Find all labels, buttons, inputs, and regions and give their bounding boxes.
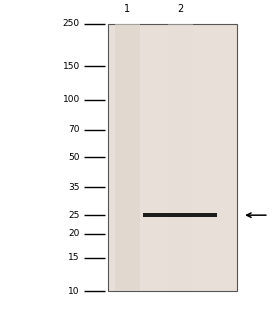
Text: 150: 150 [62, 62, 80, 71]
Text: 50: 50 [68, 153, 80, 162]
Text: 250: 250 [63, 19, 80, 28]
Text: 15: 15 [68, 253, 80, 262]
Text: 25: 25 [68, 211, 80, 220]
Text: 100: 100 [62, 95, 80, 104]
Text: 10: 10 [68, 287, 80, 296]
Text: 1: 1 [124, 4, 130, 14]
Bar [108, 24, 237, 291]
Bar [115, 24, 140, 291]
Text: 35: 35 [68, 183, 80, 192]
Text: 2: 2 [178, 4, 184, 14]
Text: 70: 70 [68, 125, 80, 134]
Bar [168, 24, 193, 291]
Bar [143, 214, 217, 217]
Text: 20: 20 [68, 229, 80, 238]
